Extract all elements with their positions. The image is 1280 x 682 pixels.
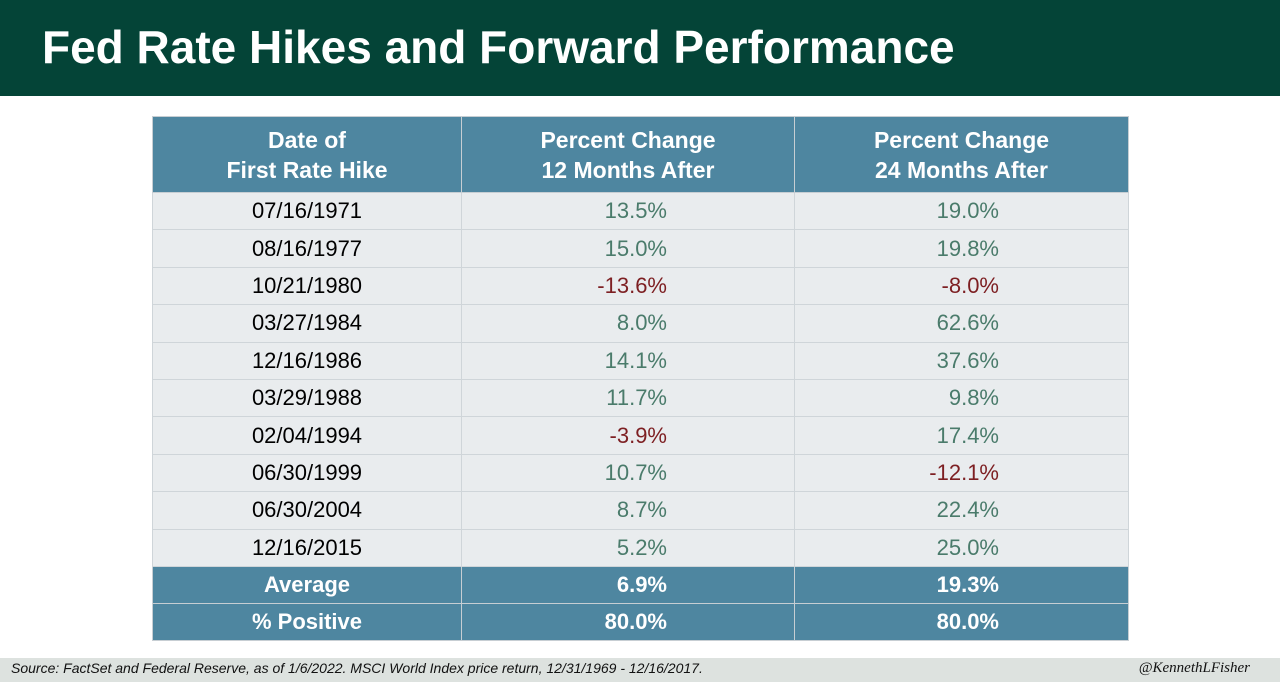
table-row: 10/21/1980 -13.6% -8.0%	[152, 266, 1129, 306]
row-24-month-change: 25.0%	[794, 528, 1129, 567]
performance-table: Date of First Rate Hike Percent Change 1…	[152, 116, 1129, 641]
performance-table-container: Date of First Rate Hike Percent Change 1…	[152, 116, 1129, 641]
row-date: 12/16/2015	[152, 528, 462, 567]
row-12-month-change: 8.7%	[461, 491, 795, 530]
summary-row-average: Average 6.9% 19.3%	[152, 565, 1129, 604]
row-12-month-change: -13.6%	[461, 266, 795, 306]
row-date: 12/16/1986	[152, 341, 462, 380]
row-24-month-change: 22.4%	[794, 491, 1129, 530]
row-12-month-change: 10.7%	[461, 453, 795, 493]
header-12-months-line2: 12 Months After	[541, 156, 715, 183]
source-note: Source: FactSet and Federal Reserve, as …	[11, 660, 703, 676]
row-date: 06/30/1999	[152, 453, 462, 493]
row-12-month-change: 15.0%	[461, 229, 795, 268]
table-row: 08/16/1977 15.0% 19.8%	[152, 229, 1129, 268]
row-24-month-change: 37.6%	[794, 341, 1129, 380]
table-body: 07/16/1971 13.5% 19.0% 08/16/1977 15.0% …	[152, 191, 1129, 567]
table-row: 06/30/2004 8.7% 22.4%	[152, 491, 1129, 530]
header-24-months-line2: 24 Months After	[875, 156, 1048, 183]
table-row: 07/16/1971 13.5% 19.0%	[152, 191, 1129, 231]
table-row: 06/30/1999 10.7% -12.1%	[152, 453, 1129, 493]
row-12-month-change: 14.1%	[461, 341, 795, 380]
title-banner: Fed Rate Hikes and Forward Performance	[0, 0, 1280, 96]
summary-12-month: 6.9%	[461, 565, 795, 604]
row-date: 08/16/1977	[152, 229, 462, 268]
author-handle: @KennethLFisher	[1138, 660, 1250, 676]
summary-24-month: 19.3%	[794, 565, 1129, 604]
header-date-line1: Date of	[268, 126, 346, 153]
header-date-line2: First Rate Hike	[226, 156, 388, 183]
header-24-months: Percent Change 24 Months After	[794, 116, 1129, 193]
header-24-months-line1: Percent Change	[873, 126, 1050, 153]
row-12-month-change: 5.2%	[461, 528, 795, 567]
row-date: 02/04/1994	[152, 416, 462, 455]
row-24-month-change: 17.4%	[794, 416, 1129, 455]
summary-label: % Positive	[152, 602, 462, 641]
header-date: Date of First Rate Hike	[152, 116, 462, 193]
table-row: 12/16/2015 5.2% 25.0%	[152, 528, 1129, 567]
row-12-month-change: -3.9%	[461, 416, 795, 455]
header-12-months-line1: Percent Change	[540, 126, 716, 153]
row-date: 03/27/1984	[152, 304, 462, 343]
summary-24-month: 80.0%	[794, 602, 1129, 641]
row-12-month-change: 13.5%	[461, 191, 795, 231]
row-date: 03/29/1988	[152, 378, 462, 418]
header-row: Date of First Rate Hike Percent Change 1…	[152, 116, 1129, 193]
summary-label: Average	[152, 565, 462, 604]
row-12-month-change: 11.7%	[461, 378, 795, 418]
page-title: Fed Rate Hikes and Forward Performance	[42, 21, 955, 73]
footer-bar	[0, 658, 1280, 682]
summary-12-month: 80.0%	[461, 602, 795, 641]
row-24-month-change: -8.0%	[794, 266, 1129, 306]
row-24-month-change: 9.8%	[794, 378, 1129, 418]
table-row: 12/16/1986 14.1% 37.6%	[152, 341, 1129, 380]
row-24-month-change: -12.1%	[794, 453, 1129, 493]
summary-row-percent-positive: % Positive 80.0% 80.0%	[152, 602, 1129, 641]
table-row: 02/04/1994 -3.9% 17.4%	[152, 416, 1129, 455]
row-date: 10/21/1980	[152, 266, 462, 306]
row-24-month-change: 62.6%	[794, 304, 1129, 343]
row-24-month-change: 19.8%	[794, 229, 1129, 268]
row-24-month-change: 19.0%	[794, 191, 1129, 231]
row-date: 06/30/2004	[152, 491, 462, 530]
header-12-months: Percent Change 12 Months After	[461, 116, 795, 193]
table-summary: Average 6.9% 19.3% % Positive 80.0% 80.0…	[152, 565, 1129, 641]
table-header: Date of First Rate Hike Percent Change 1…	[152, 116, 1129, 193]
table-row: 03/29/1988 11.7% 9.8%	[152, 378, 1129, 418]
table-row: 03/27/1984 8.0% 62.6%	[152, 304, 1129, 343]
row-12-month-change: 8.0%	[461, 304, 795, 343]
row-date: 07/16/1971	[152, 191, 462, 231]
